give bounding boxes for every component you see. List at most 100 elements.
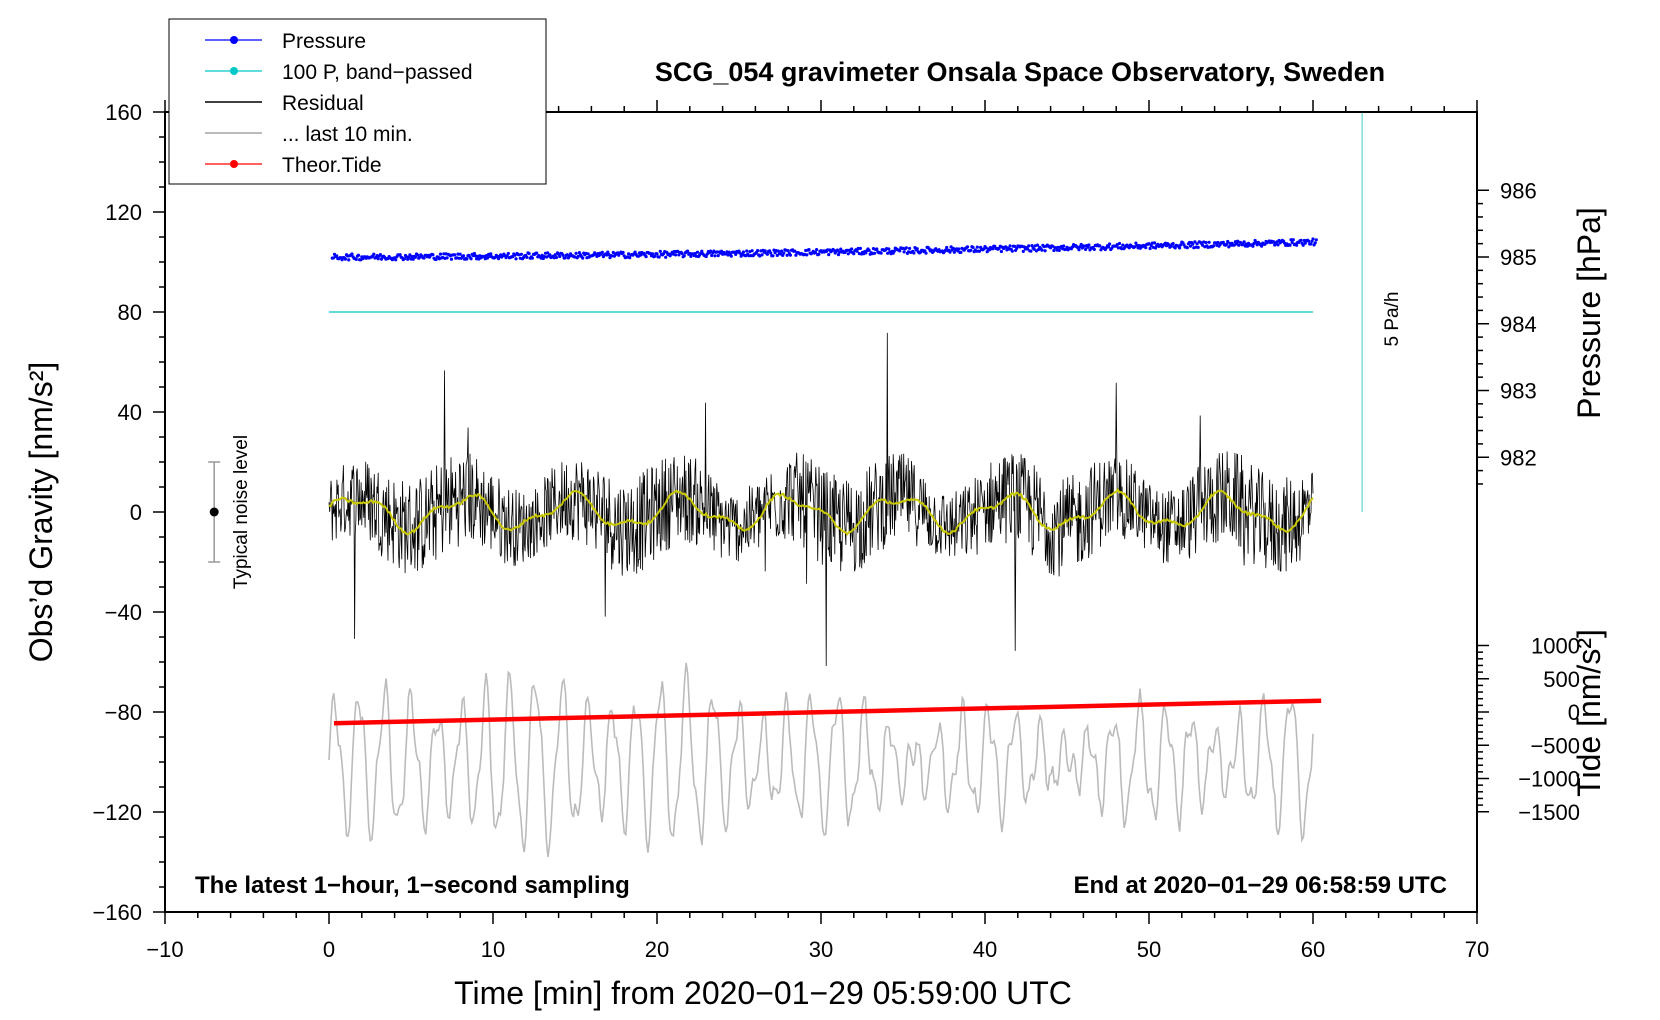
pressure-point <box>1027 244 1031 248</box>
pressure-point <box>1207 240 1211 244</box>
pressure-point <box>975 245 979 249</box>
pressure-point <box>530 256 535 260</box>
pressure-point <box>372 252 376 256</box>
pressure-point <box>458 252 462 256</box>
pressure-point <box>1309 242 1313 246</box>
pressure-point <box>1052 248 1056 253</box>
pressure-point <box>867 248 871 252</box>
pressure-point <box>1030 244 1034 248</box>
pressure-tick-label: 986 <box>1500 178 1537 203</box>
pressure-tick-label: 985 <box>1500 245 1537 270</box>
pressure-point <box>1035 243 1040 247</box>
series-theor-tide <box>333 698 1322 726</box>
pressure-point <box>1311 237 1315 241</box>
note-right: End at 2020−01−29 06:58:59 UTC <box>1073 872 1447 899</box>
pressure-point <box>1313 241 1317 245</box>
pressure-point <box>461 254 466 258</box>
pressure-point <box>924 251 928 255</box>
pressure-point <box>1188 244 1193 248</box>
pressure-point <box>554 255 559 260</box>
pressure-point <box>1144 246 1148 250</box>
y-tick-label: −120 <box>92 800 142 825</box>
pressure-tick-label: 982 <box>1500 445 1537 470</box>
tide-tick-label: 0 <box>1568 700 1580 725</box>
pressure-point <box>1092 247 1096 251</box>
pressure-tick-label: 983 <box>1500 379 1537 404</box>
note-left: The latest 1−hour, 1−second sampling <box>195 872 630 899</box>
pressure-point <box>1108 242 1112 246</box>
pressure-point <box>805 253 809 257</box>
pressure-point <box>1127 246 1131 250</box>
pressure-point <box>794 253 798 257</box>
scale-bar-label: 5 Pa/h <box>1382 292 1403 347</box>
pressure-point <box>1241 242 1245 246</box>
pressure-point <box>1211 244 1216 248</box>
pressure-point <box>710 253 714 258</box>
pressure-point <box>807 248 811 252</box>
pressure-point <box>453 253 457 257</box>
y-axis-title-tide: Tide [nm/s²] <box>1571 629 1607 797</box>
pressure-point <box>1227 245 1231 249</box>
pressure-point <box>633 250 637 254</box>
pressure-point <box>965 245 970 249</box>
pressure-point <box>780 249 784 253</box>
pressure-point <box>875 247 879 251</box>
pressure-point <box>356 253 361 257</box>
series-last-10-min <box>328 662 1314 858</box>
pressure-point <box>1288 243 1292 247</box>
y-tick-label: 0 <box>130 500 142 525</box>
pressure-point <box>561 253 565 257</box>
pressure-point <box>904 246 908 250</box>
tide-tick-label: −500 <box>1530 733 1580 758</box>
pressure-point <box>1012 244 1017 248</box>
pressure-point <box>438 252 443 256</box>
y-tick-label: 160 <box>105 100 142 125</box>
pressure-point <box>915 247 919 251</box>
pressure-point <box>846 252 850 256</box>
pressure-point <box>347 258 351 262</box>
pressure-point <box>1057 248 1061 252</box>
pressure-point <box>350 252 354 256</box>
pressure-point <box>1026 247 1030 251</box>
pressure-point <box>513 253 517 257</box>
pressure-point <box>682 254 686 258</box>
legend-marker-bandpassed <box>230 67 238 75</box>
pressure-point <box>741 250 746 254</box>
pressure-point <box>651 252 655 256</box>
x-tick-label: 0 <box>323 937 335 962</box>
pressure-point <box>850 247 854 251</box>
noise-bar-label: Typical noise level <box>231 435 252 589</box>
pressure-point <box>977 249 982 253</box>
pressure-point <box>750 249 754 253</box>
pressure-point <box>402 257 406 261</box>
pressure-point <box>776 249 781 253</box>
pressure-point <box>985 250 989 254</box>
pressure-point <box>836 253 841 257</box>
pressure-point <box>628 256 632 260</box>
pressure-point <box>756 249 760 253</box>
pressure-point <box>1010 249 1014 253</box>
pressure-point <box>621 250 625 255</box>
pressure-point <box>1152 241 1157 245</box>
pressure-point <box>1307 239 1311 243</box>
pressure-point <box>1087 243 1091 247</box>
pressure-point <box>434 257 438 262</box>
y-axis-title-left: Obs’d Gravity [nm/s²] <box>23 362 59 663</box>
pressure-point <box>1263 242 1267 246</box>
series-residual-smoothed <box>328 487 1314 536</box>
pressure-point <box>815 248 819 252</box>
pressure-point <box>1032 247 1036 251</box>
pressure-point <box>408 253 412 257</box>
pressure-point <box>431 253 435 257</box>
pressure-point <box>686 249 690 253</box>
pressure-point <box>581 256 585 260</box>
pressure-point <box>729 254 733 258</box>
pressure-point <box>600 250 604 254</box>
pressure-point <box>1077 248 1081 252</box>
pressure-point <box>672 249 677 254</box>
pressure-point <box>1178 246 1182 250</box>
pressure-point <box>1106 245 1111 249</box>
pressure-point <box>1251 244 1255 248</box>
series-residual <box>328 332 1314 667</box>
pressure-point <box>912 251 916 255</box>
